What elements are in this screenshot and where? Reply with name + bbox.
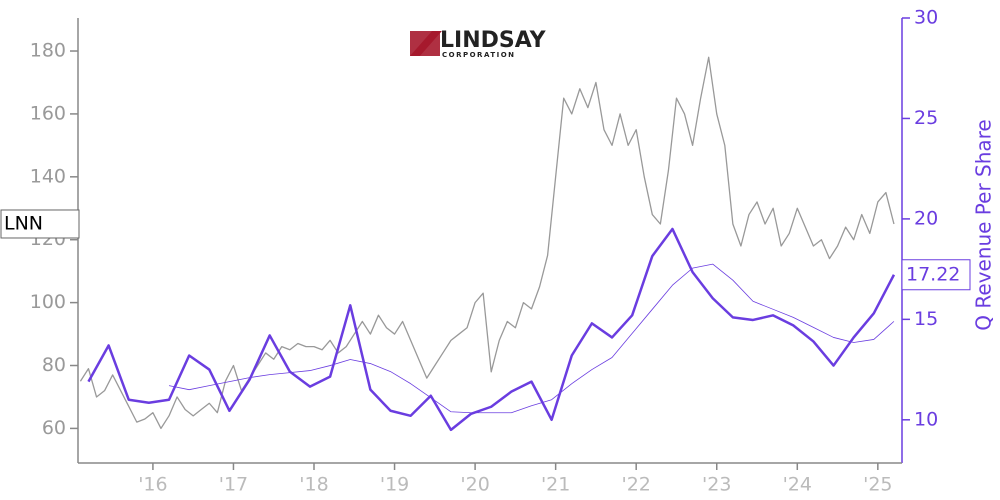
series-line	[79, 56, 895, 430]
logo-tagline: CORPORATION	[442, 51, 516, 59]
x-tick-label: '19	[380, 474, 409, 496]
y-tick-label: 160	[30, 102, 66, 124]
y-tick-label: 100	[30, 291, 66, 313]
y-tick-label: 80	[42, 354, 66, 376]
x-tick-label: '21	[541, 474, 570, 496]
logo-text: LINDSAY	[440, 28, 547, 53]
logo: LINDSAY CORPORATION	[410, 28, 547, 59]
series-line	[87, 227, 896, 432]
y2-tick-label: 15	[914, 308, 938, 330]
y2-tick-label: 10	[914, 408, 938, 430]
y-tick-label: 140	[30, 165, 66, 187]
x-tick-label: '22	[621, 474, 650, 496]
x-tick-label: '25	[863, 474, 892, 496]
value-tag	[901, 259, 971, 291]
x-tick-label: '16	[138, 474, 167, 496]
y2-tick-label: 20	[914, 207, 938, 229]
x-tick-label: '20	[460, 474, 489, 496]
x-tick-label: '23	[702, 474, 731, 496]
value-label: 17.22	[906, 263, 960, 285]
series-tag	[0, 209, 80, 239]
y-tick-label: 180	[30, 40, 66, 62]
x-tick-label: '24	[783, 474, 812, 496]
y2-axis-label: Q Revenue Per Share	[972, 119, 996, 331]
y2-tick-label: 30	[914, 7, 938, 29]
logo-mark	[410, 31, 440, 56]
x-tick-label: '17	[219, 474, 248, 496]
y2-tick-label: 25	[914, 107, 938, 129]
average-line	[168, 263, 895, 414]
series-tag-label: LNN	[4, 212, 43, 234]
x-tick-label: '18	[299, 474, 328, 496]
y-tick-label: 60	[42, 417, 66, 439]
